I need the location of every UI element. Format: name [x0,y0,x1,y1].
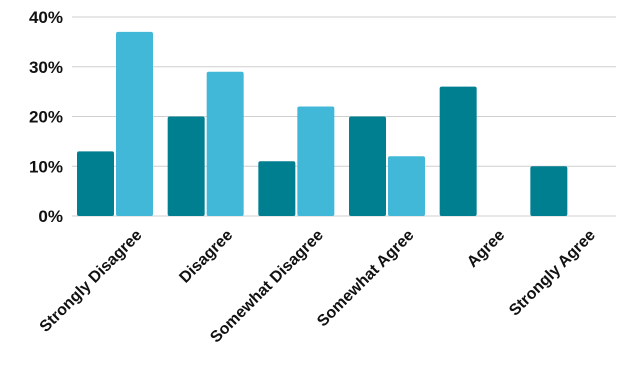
bar-series-2-strongly-disagree [116,31,153,216]
y-tick-label: 30% [29,58,63,77]
bar-series-1-strongly-agree [530,166,568,216]
y-tick-label: 10% [29,157,63,176]
x-tick-label: Strongly Agree [506,227,599,320]
bar-series-1-agree [439,86,477,217]
y-tick-label: 20% [29,108,63,127]
gridlines [72,16,616,217]
bars [77,31,568,217]
bar-series-2-somewhat-disagree [297,106,335,216]
x-tick-label: Agree [464,227,508,271]
bar-series-2-somewhat-agree [388,156,425,216]
y-tick-label: 0% [38,207,63,226]
bar-series-1-strongly-disagree [77,151,114,216]
bar-series-1-somewhat-agree [349,116,386,216]
x-tick-label: Somewhat Agree [314,227,417,330]
x-tick-label: Strongly Disagree [37,227,146,336]
y-tick-label: 40% [29,8,63,27]
x-tick-label: Disagree [176,227,236,287]
bar-series-1-somewhat-disagree [258,161,296,216]
y-axis-tick-labels: 0% 10% 20% 30% 40% [29,8,63,226]
bar-series-1-disagree [167,116,205,216]
bar-series-2-disagree [206,71,244,216]
